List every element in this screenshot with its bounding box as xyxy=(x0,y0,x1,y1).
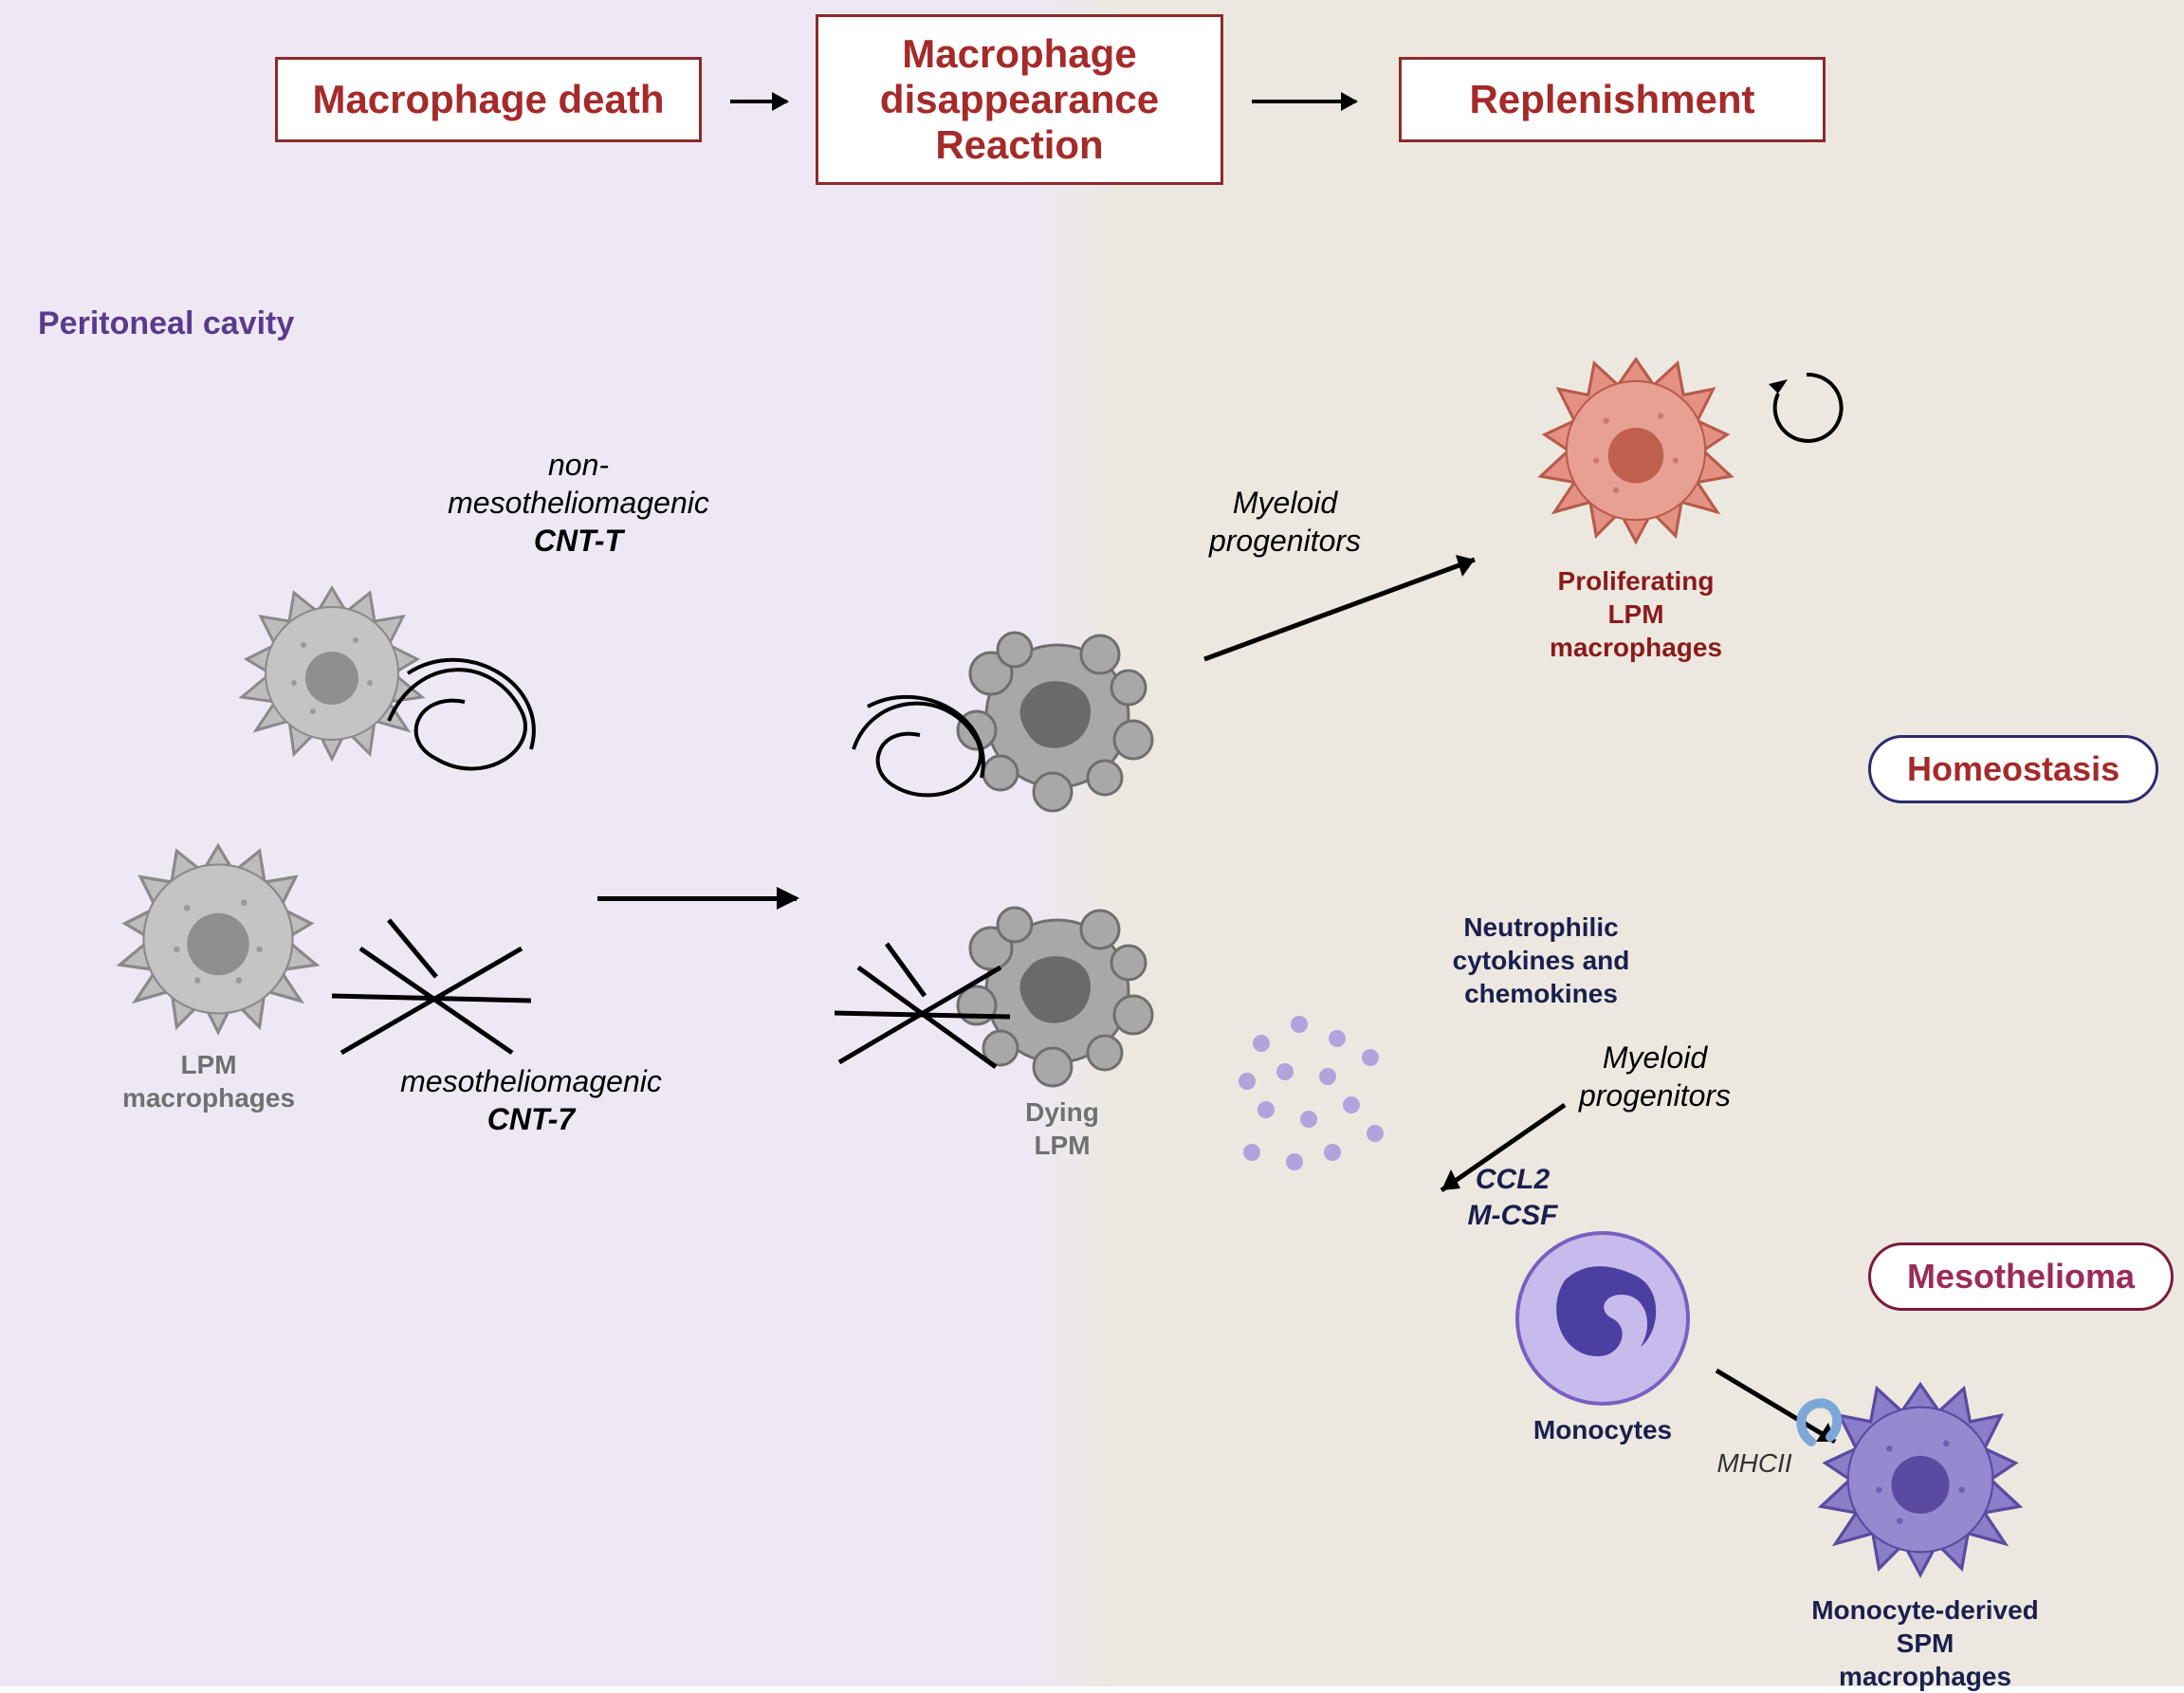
section-label-peritoneal: Peritoneal cavity xyxy=(38,304,294,344)
mhcii-receptor-icon xyxy=(1792,1394,1849,1451)
label-lpm: LPM macrophages xyxy=(114,1048,303,1114)
label-cnt-7: mesotheliomagenic CNT-7 xyxy=(360,1062,702,1138)
label-ccl2-mcsf: CCL2 M-CSF xyxy=(1446,1162,1579,1233)
cnt-t-tangle-left xyxy=(379,645,569,797)
header-box-disappearance: Macrophage disappearance Reaction xyxy=(816,14,1223,185)
arrow-to-proliferating xyxy=(1195,541,1508,673)
cell-monocyte xyxy=(1508,1224,1698,1413)
label-proliferating: Proliferating LPM macrophages xyxy=(1527,564,1745,664)
pill-homeostasis: Homeostasis xyxy=(1868,735,2158,803)
label-spm: Monocyte-derived SPM macrophages xyxy=(1783,1593,2067,1693)
pill-mesothelioma: Mesothelioma xyxy=(1868,1242,2174,1311)
arrow-central xyxy=(597,896,797,901)
cnt-7-needles-mid xyxy=(835,939,1015,1081)
cnt-7-needles-left xyxy=(332,911,541,1072)
label-neutrophilic: Neutrophilic cytokines and chemokines xyxy=(1422,911,1660,1010)
label-cnt-7-bold: CNT-7 xyxy=(360,1100,702,1138)
label-dying-lpm: Dying LPM xyxy=(982,1095,1143,1162)
label-monocytes: Monocytes xyxy=(1508,1413,1698,1446)
cell-lpm-bottom xyxy=(104,825,332,1053)
label-cnt-t-bold: CNT-T xyxy=(408,522,749,560)
self-renewal-arrow xyxy=(1759,360,1854,455)
header-box-replenishment: Replenishment xyxy=(1399,57,1826,142)
arrow-header-2 xyxy=(1252,100,1356,103)
header-box-disappearance-label: Macrophage disappearance Reaction xyxy=(880,31,1159,168)
label-mhcii: MHCII xyxy=(1707,1446,1802,1480)
header-box-death-label: Macrophage death xyxy=(312,77,664,122)
arrow-header-1 xyxy=(730,100,787,103)
cnt-t-tangle-mid xyxy=(844,683,1005,816)
cell-proliferating-lpm xyxy=(1527,341,1745,560)
label-cnt-t: non- mesotheliomagenic CNT-T xyxy=(408,446,749,560)
header-box-replenishment-label: Replenishment xyxy=(1469,77,1754,122)
cytokine-dots xyxy=(1233,1005,1441,1195)
header-box-death: Macrophage death xyxy=(275,57,702,142)
